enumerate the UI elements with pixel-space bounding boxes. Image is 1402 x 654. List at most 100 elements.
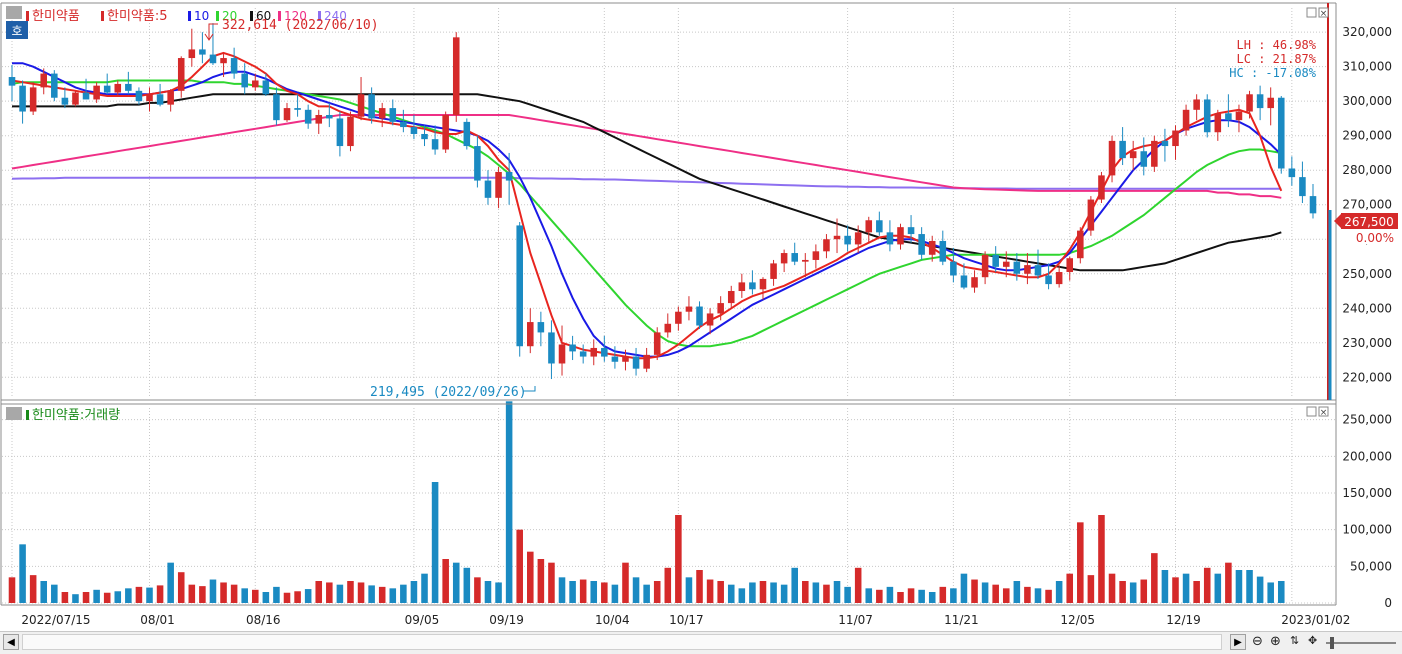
date-tick-label: 2023/01/02 [1281, 613, 1350, 627]
volume-bar [1277, 581, 1285, 603]
volume-bar [1182, 573, 1190, 603]
quote-badge[interactable] [6, 21, 28, 39]
volume-pane-close-icon[interactable] [1318, 406, 1329, 417]
zoom-slider-thumb[interactable] [1330, 637, 1334, 649]
legend-volume[interactable]: 한미약품:거래량 [32, 408, 120, 423]
candle-body [1235, 111, 1243, 121]
volume-bar [474, 577, 481, 603]
candle-body [1214, 113, 1222, 133]
volume-bar [675, 515, 682, 603]
candle-body [347, 116, 354, 147]
volume-bar [135, 586, 143, 603]
candle-body [1098, 175, 1105, 200]
pane-minimize-icon[interactable] [1306, 7, 1317, 18]
zoom-in-icon[interactable]: ⊕ [1270, 634, 1281, 649]
volume-bar [1151, 553, 1158, 603]
candle-body [1140, 151, 1148, 167]
volume-tick-label: 200,000 [1342, 449, 1392, 463]
pane-close-icon[interactable] [1318, 7, 1329, 18]
date-tick-label: 08/01 [140, 613, 175, 627]
candle-body [495, 171, 502, 198]
volume-bar [907, 588, 915, 603]
chart-scrollbar[interactable]: ◀ ▶ ⊖ ⊕ ⇅ ✥ [0, 631, 1402, 654]
zoom-out-icon[interactable]: ⊖ [1252, 634, 1263, 649]
candle-body [1225, 113, 1232, 121]
candle-body [29, 87, 37, 112]
scroll-left-icon[interactable]: ◀ [3, 634, 19, 650]
volume-pane-minimize-icon[interactable] [1306, 406, 1317, 417]
volume-bar [452, 562, 460, 603]
hc-stat: HC : -17.08% [1229, 66, 1316, 80]
legend-ma20[interactable]: 20 [222, 9, 237, 23]
volume-bar [939, 586, 947, 603]
volume-bar [1045, 589, 1052, 603]
legend-ma60[interactable]: 60 [256, 9, 271, 23]
volume-bar [177, 572, 185, 603]
candle-body [273, 94, 280, 121]
volume-bar [971, 579, 978, 603]
volume-pane-menu-icon[interactable] [6, 407, 22, 420]
volume-bar [484, 581, 492, 603]
price-tick-label: 220,000 [1342, 370, 1392, 384]
volume-bar [29, 575, 37, 603]
legend-ma240[interactable]: 240 [324, 9, 347, 23]
last-price-marker: 267,500 0.00% [1334, 213, 1398, 245]
candle-body [304, 109, 312, 124]
candle-body [188, 49, 196, 59]
legend-stock[interactable]: 한미약품 [32, 9, 80, 24]
candle-body [632, 356, 640, 369]
candle-body [833, 235, 841, 240]
volume-bar [336, 584, 344, 603]
candle-body [484, 180, 492, 198]
candle-body [643, 354, 650, 369]
volume-bar [326, 582, 333, 603]
legend-ma120[interactable]: 120 [284, 9, 307, 23]
high-annotation: 322,614 (2022/06/10) [204, 18, 379, 41]
scroll-right-icon[interactable]: ▶ [1230, 634, 1246, 650]
candle-body [791, 253, 798, 262]
candle-body [326, 114, 333, 119]
volume-bar [146, 587, 153, 603]
last-change-label: 0.00% [1356, 231, 1394, 245]
scroll-track[interactable] [22, 634, 1222, 650]
volume-bar [505, 401, 513, 603]
bar-count-icon[interactable]: ⇅ [1290, 634, 1300, 647]
date-tick-label: 09/05 [405, 613, 440, 627]
candle-body [199, 49, 206, 55]
price-tick-label: 270,000 [1342, 198, 1392, 212]
volume-bar [1161, 570, 1169, 603]
candle-body [51, 73, 58, 98]
volume-bar [844, 586, 851, 603]
candle-body [1034, 265, 1042, 276]
candle-body [336, 118, 344, 147]
legend-ma5[interactable]: 한미약품:5 [107, 9, 168, 24]
zoom-slider[interactable] [1326, 642, 1396, 644]
volume-bar [1214, 573, 1222, 603]
candle-body [1151, 140, 1158, 167]
candle-body [230, 58, 238, 74]
pane-menu-icon[interactable] [6, 6, 22, 19]
legend-ma10[interactable]: 10 [194, 9, 209, 23]
volume-bar [876, 589, 883, 603]
candle-body [1299, 177, 1306, 197]
volume-bar [1013, 581, 1021, 603]
volume-bar [664, 567, 672, 603]
volume-bar [897, 592, 904, 603]
volume-bar [241, 588, 248, 603]
volume-bar [918, 589, 925, 603]
candle-body [378, 108, 386, 119]
candle-body [125, 83, 132, 91]
pan-icon[interactable]: ✥ [1308, 634, 1318, 647]
volume-bar [802, 581, 809, 603]
lc-stat: LC : 21.87% [1237, 52, 1317, 66]
candle-body [844, 235, 851, 245]
volume-bar [294, 591, 301, 603]
candle-body [1066, 258, 1074, 273]
volume-bar [93, 589, 100, 603]
candle-body [590, 347, 598, 357]
date-tick-label: 09/19 [489, 613, 524, 627]
candle-body [907, 227, 915, 235]
candle-body [61, 97, 69, 105]
candle-body [897, 227, 904, 245]
candle-body [971, 277, 978, 288]
